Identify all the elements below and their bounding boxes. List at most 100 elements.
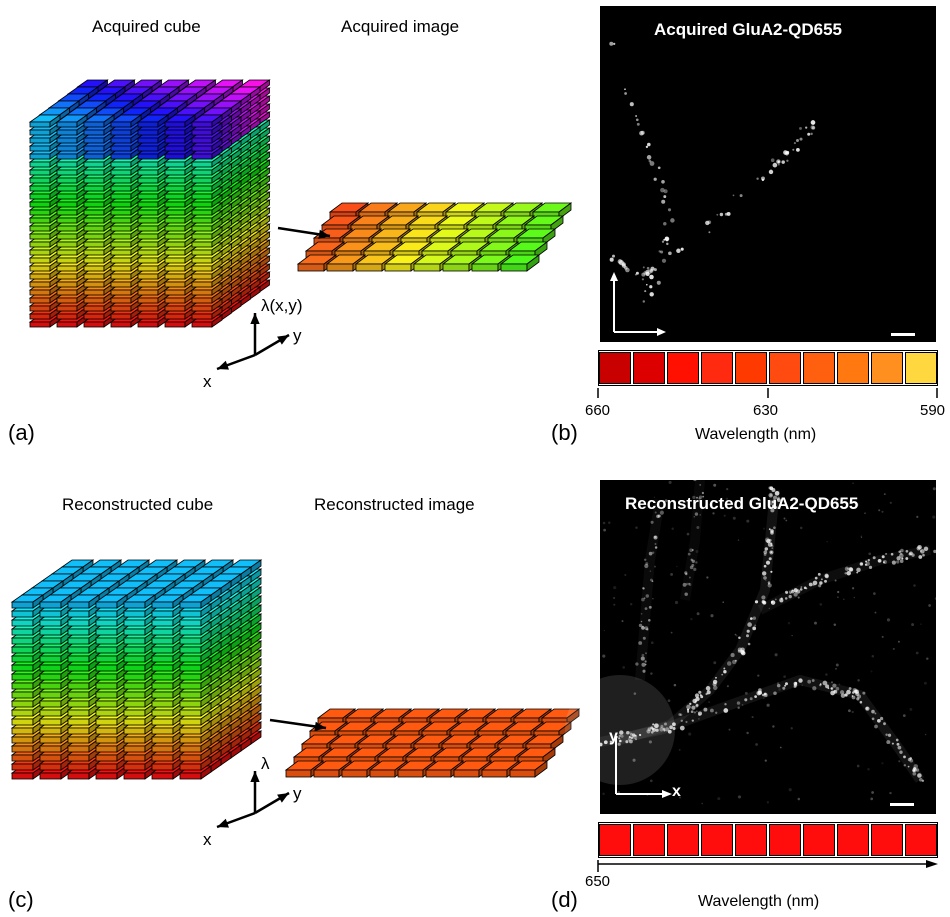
fluorescent-punctum [877, 718, 881, 723]
background-speckle [652, 597, 654, 600]
fluorescent-punctum [638, 733, 642, 737]
fluorescent-punctum [644, 660, 647, 663]
fluorescent-punctum [768, 169, 774, 175]
fluorescent-punctum [723, 667, 726, 670]
x-axis-arrow [216, 811, 256, 829]
fluorescent-punctum [793, 592, 798, 597]
fluorescent-punctum [749, 617, 753, 620]
fluorescent-punctum [661, 258, 667, 263]
fluorescent-punctum [663, 221, 667, 226]
fluorescent-punctum [648, 619, 651, 622]
background-speckle [892, 647, 895, 650]
fluorescent-punctum [835, 686, 840, 691]
fluorescent-punctum [687, 710, 690, 713]
background-speckle [635, 526, 638, 529]
background-speckle [864, 512, 866, 515]
fluorescent-punctum [852, 687, 857, 693]
fluorescent-punctum [903, 755, 906, 759]
fluorescent-punctum [897, 745, 902, 750]
background-speckle [771, 545, 774, 547]
fluorescent-punctum [774, 490, 780, 496]
fluorescent-punctum [652, 551, 655, 554]
fluorescent-punctum [770, 508, 775, 513]
fluorescent-punctum [765, 560, 771, 565]
fluorescent-punctum [922, 553, 925, 557]
wavelength-swatch [633, 824, 665, 856]
background-speckle [788, 788, 792, 792]
background-speckle [723, 514, 726, 517]
background-speckle [889, 791, 892, 795]
fluorescent-punctum [660, 725, 664, 728]
fluorescent-punctum [691, 705, 696, 710]
background-speckle [649, 779, 653, 783]
fluorescent-punctum [621, 262, 626, 267]
background-speckle [902, 714, 906, 717]
spectral-slab [38, 594, 73, 609]
fluorescent-punctum [690, 558, 693, 561]
fluorescent-punctum [784, 684, 787, 687]
fluorescent-punctum [640, 656, 645, 661]
fluorescent-punctum [770, 551, 773, 553]
fluorescent-punctum [712, 685, 718, 691]
swatch-frame [598, 822, 938, 858]
fluorescent-punctum [598, 742, 603, 747]
fluorescent-punctum [865, 561, 870, 566]
fluorescent-punctum [763, 692, 767, 696]
fluorescent-punctum [640, 130, 645, 135]
fluorescent-punctum [650, 520, 654, 524]
fluorescent-punctum [885, 552, 888, 555]
pixel-slab [368, 760, 409, 778]
fluorescent-punctum [715, 711, 718, 714]
background-speckle [762, 697, 765, 700]
soma-glow [565, 675, 675, 785]
fluorescent-punctum [708, 231, 711, 234]
fluorescent-punctum [629, 102, 634, 107]
fluorescent-punctum [635, 118, 639, 122]
fluorescent-punctum [664, 236, 670, 242]
panel-letter-a: (a) [8, 420, 35, 445]
axis-label-x-d: x [672, 783, 681, 800]
background-speckle [916, 515, 919, 518]
fluorescent-punctum [721, 673, 724, 676]
background-speckle [642, 587, 645, 590]
fluorescent-punctum [631, 733, 636, 737]
fluorescent-punctum [682, 582, 687, 587]
fluorescent-punctum [654, 511, 657, 514]
background-speckle [650, 672, 653, 675]
fluorescent-punctum [688, 583, 692, 587]
fluorescent-punctum [679, 725, 685, 731]
background-speckle [654, 565, 656, 568]
spectral-slab [55, 114, 89, 128]
background-speckle [871, 791, 874, 794]
fluorescent-punctum [609, 41, 614, 46]
fluorescent-punctum [754, 600, 759, 604]
fluorescent-punctum [920, 549, 925, 554]
fluorescent-punctum [694, 693, 700, 698]
axis-label-lambda: λ [261, 754, 270, 773]
fluorescent-punctum [899, 750, 903, 754]
fluorescent-punctum [618, 739, 622, 743]
background-speckle [926, 657, 929, 660]
fluorescent-punctum [635, 662, 639, 666]
pixel-slab [532, 721, 573, 739]
fluorescent-punctum [649, 268, 654, 273]
fluorescent-punctum [618, 737, 621, 740]
background-speckle [746, 731, 749, 735]
fluorescent-punctum [917, 773, 922, 778]
axis-label-y: y [293, 784, 302, 803]
fluorescent-punctum [695, 561, 698, 564]
fluorescent-punctum [797, 596, 800, 599]
background-speckle [785, 519, 788, 522]
background-speckle [701, 802, 703, 805]
xyz-axes-icon: x y λ [203, 754, 302, 849]
fluorescent-punctum [695, 704, 699, 708]
fluorescent-punctum [644, 290, 647, 293]
background-speckle [617, 791, 620, 794]
background-speckle [928, 604, 931, 607]
background-speckle [602, 521, 606, 525]
fluorescent-punctum [898, 553, 904, 558]
fluorescent-punctum [693, 567, 697, 572]
fluorescent-punctum [783, 150, 788, 155]
xy-axes-icon [615, 736, 672, 798]
fluorescent-punctum [754, 695, 757, 698]
